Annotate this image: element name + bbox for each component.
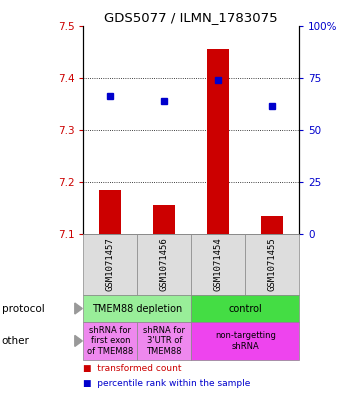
- Text: GSM1071457: GSM1071457: [106, 237, 115, 291]
- Bar: [207, 49, 229, 234]
- Text: GSM1071455: GSM1071455: [268, 237, 277, 291]
- Text: protocol: protocol: [2, 303, 45, 314]
- Bar: [100, 189, 121, 234]
- Text: ■  percentile rank within the sample: ■ percentile rank within the sample: [83, 379, 251, 388]
- Text: non-targetting
shRNA: non-targetting shRNA: [215, 331, 276, 351]
- Bar: [261, 216, 283, 234]
- Text: shRNA for
first exon
of TMEM88: shRNA for first exon of TMEM88: [87, 326, 133, 356]
- Text: other: other: [2, 336, 30, 346]
- Text: GSM1071454: GSM1071454: [214, 237, 223, 291]
- Bar: [153, 205, 175, 234]
- Text: shRNA for
3'UTR of
TMEM88: shRNA for 3'UTR of TMEM88: [143, 326, 185, 356]
- Title: GDS5077 / ILMN_1783075: GDS5077 / ILMN_1783075: [104, 11, 278, 24]
- Text: ■  transformed count: ■ transformed count: [83, 364, 182, 373]
- Text: GSM1071456: GSM1071456: [160, 237, 169, 291]
- Text: control: control: [228, 303, 262, 314]
- Text: TMEM88 depletion: TMEM88 depletion: [92, 303, 182, 314]
